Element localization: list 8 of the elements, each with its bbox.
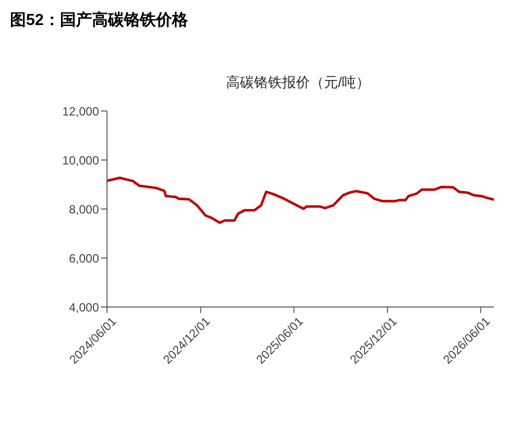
y-tick-label: 12,000 <box>62 104 100 118</box>
y-tick-label: 4,000 <box>68 300 100 314</box>
line-series <box>107 176 494 224</box>
y-tick-label: 8,000 <box>68 202 100 216</box>
y-tick-label: 10,000 <box>62 153 100 168</box>
chart-title: 图52：国产高碳铬铁价格 <box>9 10 189 31</box>
chart-subtitle: 高碳铬铁报价（元/吨） <box>225 74 371 92</box>
y-tick-label: 6,000 <box>68 251 100 266</box>
